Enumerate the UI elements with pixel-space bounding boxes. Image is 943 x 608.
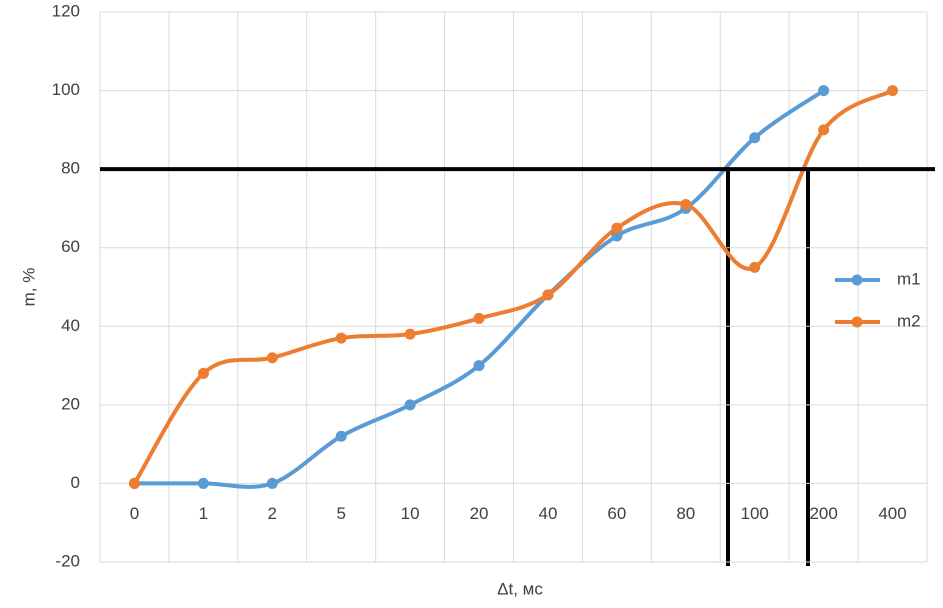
x-tick-label: 2 [268,504,277,523]
point [197,367,209,379]
series-line [132,88,895,486]
point [611,230,623,242]
point [818,85,830,97]
point [266,352,278,364]
x-tick-label: 40 [538,504,557,523]
point [404,399,416,411]
point [335,332,347,344]
x-tick-label: 80 [676,504,695,523]
point [749,261,761,273]
legend-marker [851,274,863,286]
point [335,430,347,442]
x-tick-label: 10 [401,504,420,523]
y-tick-label: 80 [61,159,80,178]
y-tick-label: 60 [61,237,80,256]
x-tick-label: 400 [878,504,906,523]
point [197,477,209,489]
point [404,328,416,340]
x-tick-label: 1 [199,504,208,523]
point [542,289,554,301]
point [818,124,830,136]
point [611,222,623,234]
x-axis-title: Δt, мс [497,579,543,598]
legend-label: m2 [897,311,921,330]
y-tick-label: 20 [61,394,80,413]
point [473,360,485,372]
x-tick-label: 0 [130,504,139,523]
series-line [132,88,826,489]
legend-label: m1 [897,269,921,288]
point [473,312,485,324]
y-tick-label: 0 [71,473,80,492]
point [680,199,692,210]
y-tick-label: 120 [52,1,80,20]
y-tick-label: 40 [61,316,80,335]
point [266,477,278,489]
point [749,132,761,144]
x-tick-label: 200 [809,504,837,523]
x-tick-label: 60 [607,504,626,523]
x-tick-label: 20 [470,504,489,523]
y-tick-label: -20 [55,551,80,570]
y-tick-label: 100 [52,80,80,99]
point [128,477,140,489]
x-tick-label: 100 [741,504,769,523]
x-tick-label: 5 [336,504,345,523]
legend-marker [851,316,863,328]
point [887,85,899,97]
y-axis-title: m, % [19,268,38,307]
